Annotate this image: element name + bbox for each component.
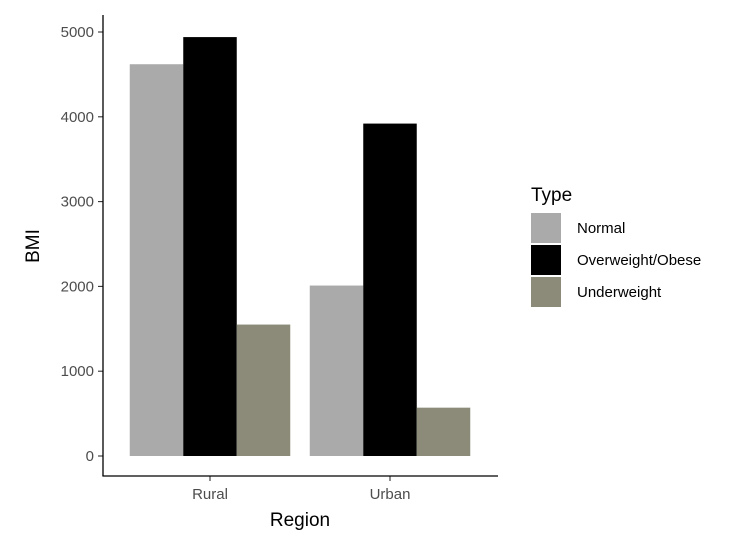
legend-key-normal (531, 213, 561, 243)
bar-rural-normal (129, 64, 184, 456)
legend-label-normal: Normal (577, 220, 625, 237)
bar-urban-underweight (416, 407, 471, 456)
y-tick-label: 4000 (61, 109, 94, 126)
y-tick-label: 1000 (61, 363, 94, 380)
y-tick-label: 5000 (61, 24, 94, 41)
bar-urban-normal (309, 285, 364, 456)
y-tick-label: 0 (86, 448, 94, 465)
x-axis-ticks: Rural Urban (192, 476, 410, 503)
y-axis-ticks: 0 1000 2000 3000 4000 5000 (61, 24, 103, 465)
legend-items: Normal Overweight/Obese Underweight (531, 213, 701, 307)
y-tick-label: 2000 (61, 278, 94, 295)
y-axis-title: BMI (23, 229, 44, 263)
legend-key-underweight (531, 277, 561, 307)
bar-rural-overweight-obese (183, 37, 237, 456)
x-tick-label-urban: Urban (370, 486, 411, 503)
legend: Type Normal Overweight/Obese Underweight (531, 185, 701, 307)
bars-layer (129, 37, 471, 457)
legend-key-overweight-obese (531, 245, 561, 275)
bar-urban-overweight-obese (363, 123, 417, 457)
legend-label-underweight: Underweight (577, 284, 662, 301)
x-axis-title: Region (270, 510, 330, 531)
legend-label-overweight-obese: Overweight/Obese (577, 252, 701, 269)
bar-rural-underweight (236, 324, 291, 456)
legend-title: Type (531, 185, 572, 206)
y-tick-label: 3000 (61, 194, 94, 211)
x-tick-label-rural: Rural (192, 486, 228, 503)
